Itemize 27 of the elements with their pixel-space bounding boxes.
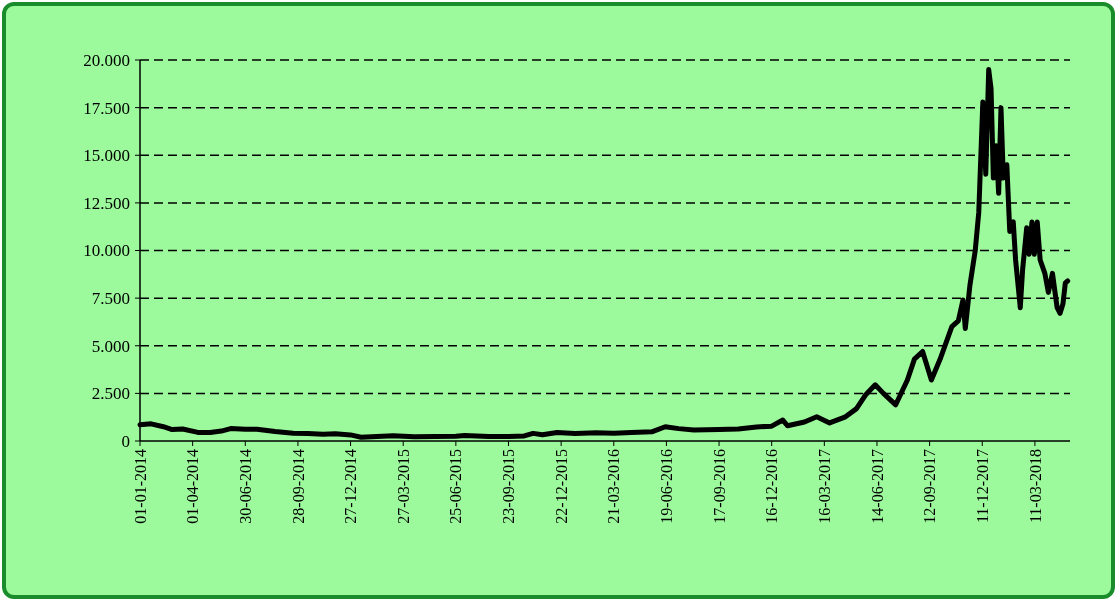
y-tick-label: 0 (121, 431, 130, 451)
y-tick-label: 10.000 (83, 241, 130, 261)
x-tick-label: 27-12-2014 (342, 449, 360, 524)
x-tick-label: 22-12-2015 (552, 449, 570, 524)
y-tick-label: 17.500 (83, 98, 130, 118)
x-tick-label: 25-06-2015 (447, 449, 465, 524)
x-tick-label: 01-04-2014 (184, 449, 202, 524)
x-tick-label: 01-01-2014 (131, 449, 149, 524)
x-tick-label: 12-09-2017 (921, 449, 939, 524)
x-tick-label: 27-03-2015 (394, 449, 412, 524)
y-tick-label: 20.000 (83, 50, 130, 70)
x-tick-label: 14-06-2017 (868, 449, 886, 524)
x-tick-label: 11-12-2017 (973, 449, 991, 524)
y-tick-label: 5.000 (91, 336, 130, 356)
x-tick-label: 28-09-2014 (289, 449, 307, 524)
x-tick-label: 17-09-2016 (710, 449, 728, 524)
x-tick-label: 21-03-2016 (605, 449, 623, 524)
x-tick-label: 11-03-2018 (1026, 449, 1044, 524)
y-tick-label: 2.500 (91, 384, 130, 404)
y-tick-label: 7.500 (91, 289, 130, 309)
y-tick-label: 15.000 (83, 146, 130, 166)
x-tick-label: 16-12-2016 (763, 449, 781, 524)
y-tick-label: 12.500 (83, 193, 130, 213)
x-tick-label: 23-09-2015 (500, 449, 518, 524)
x-tick-label: 30-06-2014 (236, 449, 254, 524)
x-tick-label: 19-06-2016 (658, 449, 676, 524)
x-tick-label: 16-03-2017 (815, 449, 833, 524)
